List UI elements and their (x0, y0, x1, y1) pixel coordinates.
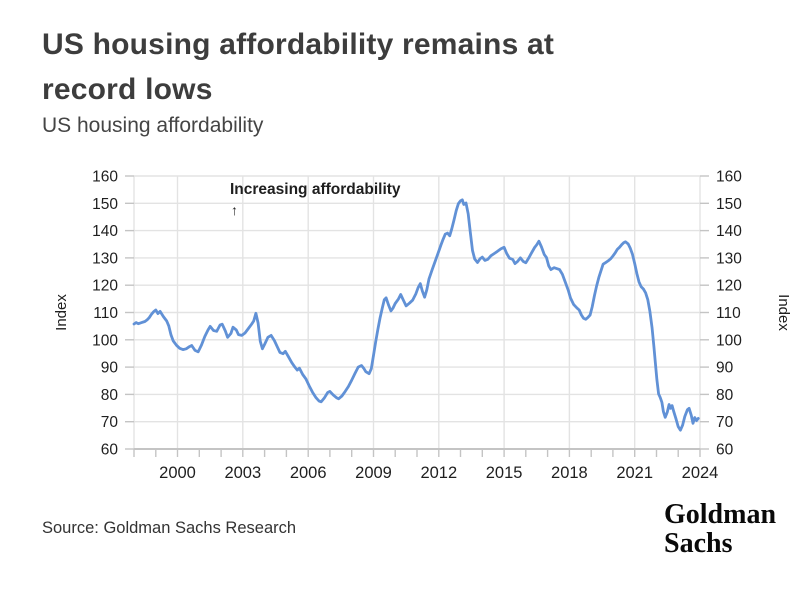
affordability-line-series (132, 198, 700, 432)
increasing-affordability-annotation: Increasing affordability ↑ (230, 181, 401, 217)
y-axis-label-right: Index (775, 294, 792, 331)
x-tick-label: 2024 (682, 464, 719, 482)
y-tick-label-left: 160 (92, 169, 118, 186)
y-tick-label-left: 100 (92, 332, 118, 349)
goldman-sachs-logo: Goldman Sachs (664, 500, 776, 558)
x-tick-label: 2000 (159, 464, 196, 482)
y-tick-label-left: 150 (92, 196, 118, 213)
source-text: Source: Goldman Sachs Research (42, 519, 297, 537)
y-tick-label-left: 60 (101, 442, 119, 459)
up-arrow-icon: ↑ (231, 202, 238, 218)
x-tick-label: 2003 (224, 464, 261, 482)
logo-line-goldman: Goldman (664, 499, 777, 530)
y-tick-label-right: 120 (716, 278, 742, 295)
logo-line-sachs: Sachs (664, 528, 733, 559)
chart-title: US housing affordability (42, 114, 264, 137)
y-tick-label-right: 140 (716, 223, 742, 240)
y-tick-label-right: 110 (716, 305, 741, 322)
x-tick-label: 2012 (420, 464, 457, 482)
x-tick-label: 2015 (486, 464, 523, 482)
y-tick-label-left: 90 (101, 360, 119, 377)
annotation-text: Increasing affordability (230, 181, 401, 198)
x-tick-label: 2021 (616, 464, 653, 482)
y-tick-label-right: 90 (716, 360, 734, 377)
y-tick-label-right: 160 (716, 169, 742, 186)
y-tick-label-left: 70 (101, 414, 119, 431)
y-tick-label-right: 60 (716, 442, 734, 459)
x-tick-label: 2009 (355, 464, 392, 482)
page-title: US housing affordability remains at reco… (42, 22, 554, 112)
y-tick-label-right: 100 (716, 332, 742, 349)
y-tick-label-left: 140 (92, 223, 118, 240)
page-title-line2: record lows (42, 73, 213, 106)
y-tick-label-right: 70 (716, 414, 734, 431)
x-tick-label: 2018 (551, 464, 588, 482)
page-title-line1: US housing affordability remains at (42, 28, 555, 61)
y-tick-label-right: 150 (716, 196, 742, 213)
y-tick-label-left: 120 (92, 278, 118, 295)
y-tick-label-right: 130 (716, 250, 742, 267)
y-tick-label-left: 110 (93, 305, 118, 322)
y-tick-label-left: 80 (101, 387, 119, 404)
y-axis-label-left: Index (53, 294, 70, 331)
y-tick-label-right: 80 (716, 387, 734, 404)
x-tick-label: 2006 (290, 464, 327, 482)
y-tick-label-left: 130 (92, 250, 118, 267)
